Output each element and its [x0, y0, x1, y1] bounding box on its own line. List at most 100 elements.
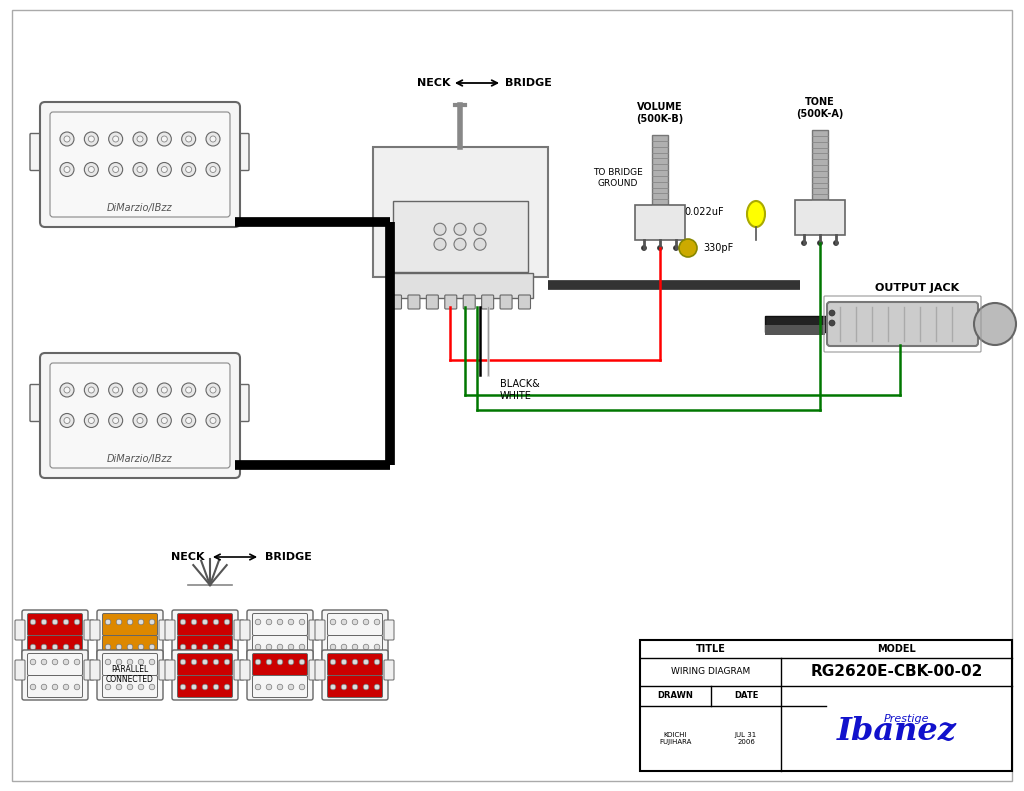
Circle shape: [255, 644, 261, 649]
Circle shape: [63, 619, 69, 625]
Circle shape: [213, 644, 219, 649]
Bar: [812, 130, 828, 200]
Circle shape: [181, 162, 196, 176]
Circle shape: [266, 619, 271, 625]
Circle shape: [206, 383, 220, 397]
Circle shape: [802, 240, 807, 245]
FancyBboxPatch shape: [322, 610, 388, 660]
Circle shape: [84, 383, 98, 397]
FancyBboxPatch shape: [159, 620, 169, 640]
Circle shape: [224, 619, 229, 625]
Circle shape: [454, 238, 466, 250]
Circle shape: [330, 619, 336, 625]
Circle shape: [88, 166, 94, 172]
Circle shape: [60, 132, 74, 146]
FancyBboxPatch shape: [384, 620, 394, 640]
FancyBboxPatch shape: [97, 650, 163, 700]
FancyBboxPatch shape: [165, 660, 175, 680]
Circle shape: [210, 418, 216, 423]
Circle shape: [162, 166, 167, 172]
FancyBboxPatch shape: [463, 295, 475, 309]
Circle shape: [74, 644, 80, 649]
Circle shape: [288, 619, 294, 625]
Circle shape: [299, 644, 305, 649]
Circle shape: [206, 162, 220, 176]
Circle shape: [330, 644, 336, 649]
Circle shape: [133, 414, 147, 427]
FancyBboxPatch shape: [30, 384, 46, 422]
Text: TO BRIDGE
GROUND: TO BRIDGE GROUND: [593, 168, 643, 187]
Circle shape: [374, 659, 380, 664]
FancyBboxPatch shape: [518, 295, 530, 309]
Circle shape: [88, 418, 94, 423]
Circle shape: [352, 619, 357, 625]
Bar: [765, 316, 830, 332]
Circle shape: [63, 387, 70, 393]
Circle shape: [374, 644, 380, 649]
Circle shape: [52, 659, 57, 664]
FancyBboxPatch shape: [102, 635, 158, 657]
Circle shape: [113, 387, 119, 393]
FancyBboxPatch shape: [233, 134, 249, 171]
Circle shape: [137, 166, 143, 172]
Circle shape: [150, 644, 155, 649]
FancyBboxPatch shape: [247, 650, 313, 700]
Circle shape: [116, 659, 122, 664]
FancyBboxPatch shape: [426, 295, 438, 309]
Circle shape: [181, 414, 196, 427]
Circle shape: [74, 659, 80, 664]
Circle shape: [162, 387, 167, 393]
Circle shape: [63, 136, 70, 142]
Circle shape: [434, 223, 446, 235]
FancyBboxPatch shape: [481, 295, 494, 309]
Circle shape: [41, 684, 47, 690]
Circle shape: [202, 619, 208, 625]
FancyBboxPatch shape: [309, 620, 319, 640]
FancyBboxPatch shape: [28, 635, 83, 657]
FancyBboxPatch shape: [240, 620, 250, 640]
Circle shape: [213, 684, 219, 690]
Circle shape: [162, 418, 167, 423]
Text: BRIDGE: BRIDGE: [505, 78, 552, 88]
FancyBboxPatch shape: [373, 147, 548, 277]
Circle shape: [109, 162, 123, 176]
Circle shape: [364, 644, 369, 649]
Circle shape: [829, 320, 835, 326]
FancyBboxPatch shape: [500, 295, 512, 309]
Circle shape: [127, 619, 133, 625]
Circle shape: [266, 644, 271, 649]
Circle shape: [191, 644, 197, 649]
Circle shape: [52, 619, 57, 625]
Circle shape: [288, 684, 294, 690]
Circle shape: [202, 659, 208, 664]
Circle shape: [30, 619, 36, 625]
Circle shape: [109, 414, 123, 427]
Circle shape: [210, 136, 216, 142]
Circle shape: [48, 149, 56, 157]
Circle shape: [116, 644, 122, 649]
Circle shape: [84, 414, 98, 427]
FancyBboxPatch shape: [408, 295, 420, 309]
Circle shape: [181, 132, 196, 146]
Bar: [795, 200, 845, 235]
Text: DiMarzio/IBzz: DiMarzio/IBzz: [108, 203, 173, 213]
FancyBboxPatch shape: [28, 676, 83, 698]
Circle shape: [116, 619, 122, 625]
Ellipse shape: [746, 201, 765, 227]
FancyBboxPatch shape: [315, 620, 325, 640]
Circle shape: [278, 644, 283, 649]
FancyBboxPatch shape: [253, 614, 307, 635]
Circle shape: [48, 399, 56, 407]
Circle shape: [202, 644, 208, 649]
Circle shape: [84, 132, 98, 146]
Circle shape: [255, 619, 261, 625]
FancyBboxPatch shape: [328, 676, 383, 698]
FancyBboxPatch shape: [389, 295, 401, 309]
FancyBboxPatch shape: [240, 660, 250, 680]
Circle shape: [679, 239, 697, 257]
Circle shape: [137, 418, 143, 423]
Circle shape: [206, 132, 220, 146]
FancyBboxPatch shape: [384, 660, 394, 680]
Text: JUL 31
2006: JUL 31 2006: [735, 732, 757, 745]
Text: NECK: NECK: [417, 78, 450, 88]
